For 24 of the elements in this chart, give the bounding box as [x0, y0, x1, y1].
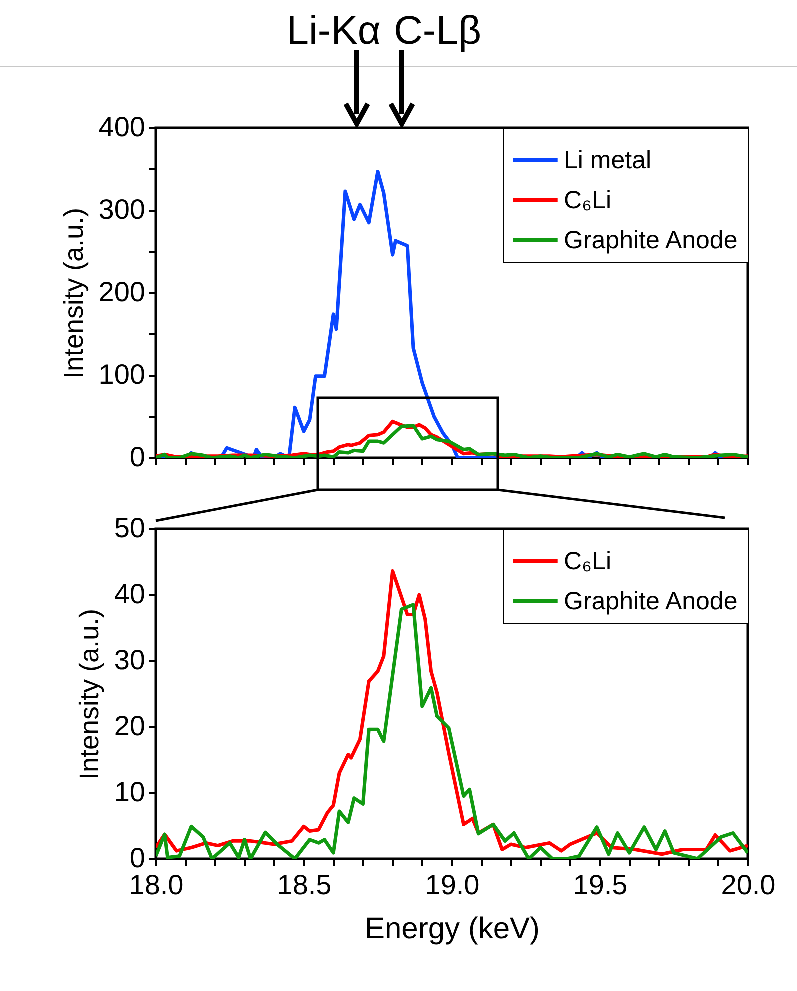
- y-tick-label: 0: [130, 442, 146, 472]
- text: Li-Kα: [286, 9, 381, 53]
- legend-label: Graphite Anode: [564, 588, 738, 616]
- y-tick-label: 300: [98, 194, 146, 225]
- legend-label: C₆Li: [564, 548, 612, 576]
- text: C-Lβ: [394, 9, 482, 53]
- legend-label: C₆Li: [564, 186, 612, 214]
- y-axis-title: Intensity (a.u.): [74, 608, 104, 780]
- x-tick-label: 18.5: [277, 870, 332, 900]
- x-axis-title: Energy (keV): [364, 912, 540, 946]
- y-tick-label: 40: [114, 578, 146, 610]
- y-tick-label: 400: [98, 112, 146, 142]
- y-tick-label: 200: [98, 276, 146, 308]
- y-tick-label: 20: [114, 710, 146, 742]
- x-tick-label: 19.0: [425, 870, 480, 900]
- y-axis-title: Intensity (a.u.): [58, 208, 89, 380]
- y-tick-label: 100: [98, 359, 146, 390]
- legend-label: Li metal: [564, 146, 652, 174]
- y-tick-label: 50: [114, 512, 146, 544]
- x-tick-label: 19.5: [573, 870, 628, 900]
- y-tick-label: 10: [114, 776, 146, 808]
- legend-label: Graphite Anode: [564, 226, 738, 254]
- x-tick-label: 20.0: [721, 870, 776, 900]
- y-tick-label: 30: [114, 644, 146, 676]
